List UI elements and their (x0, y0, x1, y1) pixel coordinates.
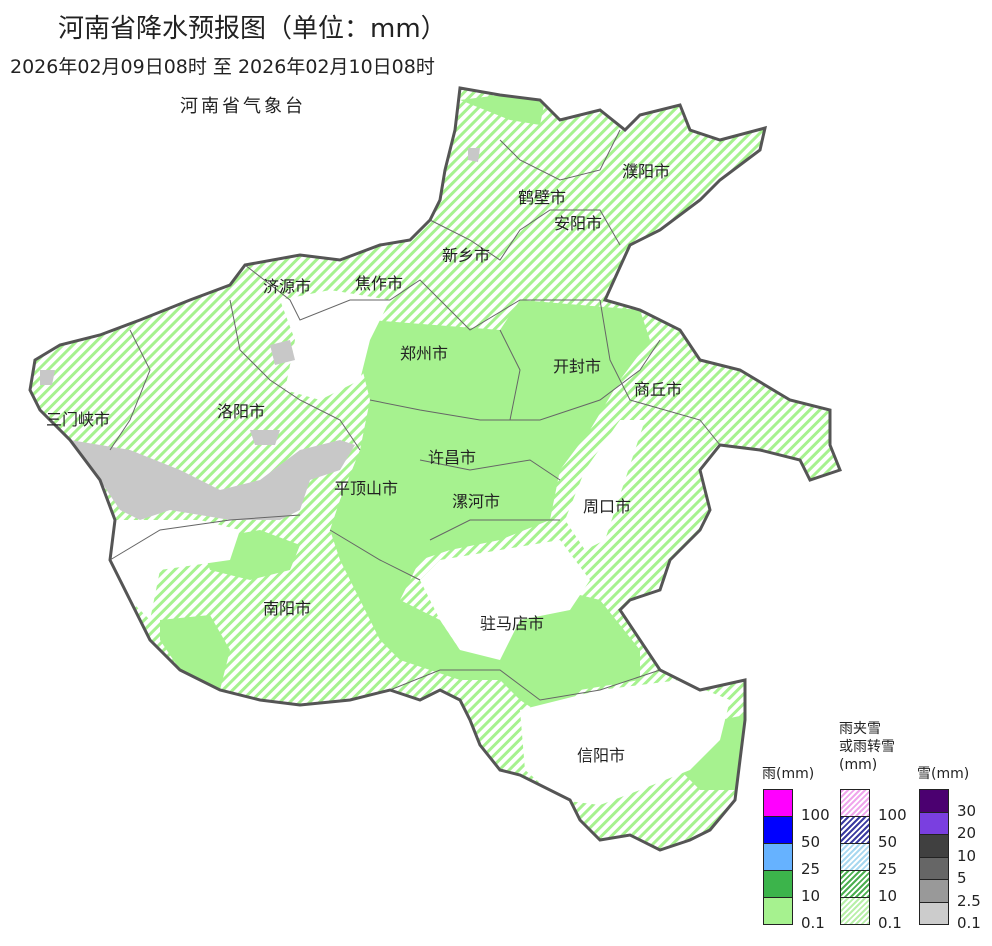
snow-light-area (70, 440, 355, 520)
rain-legend-label: 25 (801, 860, 821, 878)
rain-legend-swatch (763, 789, 793, 817)
no-rain-area (565, 420, 645, 550)
rain-light-area (460, 95, 545, 125)
city-label: 驻马店市 (480, 614, 545, 633)
map-title: 河南省降水预报图（单位：mm） (58, 14, 447, 44)
city-label: 郑州市 (400, 344, 449, 363)
no-rain-area (420, 540, 590, 660)
rain-legend-swatch (763, 816, 793, 844)
agency-name: 河南省气象台 (180, 96, 306, 117)
forecast-period: 2026年02月09日08时 至 2026年02月10日08时 (10, 56, 435, 78)
snow-legend-swatch (919, 789, 949, 813)
city-label: 新乡市 (442, 246, 491, 265)
rain-legend-label: 10 (801, 887, 821, 905)
rain-legend-title: 雨(mm) (762, 766, 815, 782)
rain-light-area (330, 300, 650, 720)
city-label: 平顶山市 (334, 479, 399, 498)
mix-title-line: (mm) (839, 757, 878, 773)
mix-legend-swatch (840, 843, 870, 871)
mix-legend-swatch (840, 870, 870, 898)
snow-legend-swatch (919, 879, 949, 903)
mix-legend-label: 0.1 (878, 914, 902, 932)
city-label: 商丘市 (634, 380, 683, 399)
mix-legend-label: 10 (878, 887, 898, 905)
city-boundaries (109, 129, 721, 701)
rain-legend-swatch (763, 843, 793, 871)
city-label: 三门峡市 (46, 410, 111, 429)
snow-legend-swatch (919, 901, 949, 925)
city-label: 漯河市 (452, 492, 501, 511)
mix-legend-swatch (840, 789, 870, 817)
city-label: 南阳市 (263, 599, 312, 618)
rain-legend-label: 100 (801, 806, 830, 824)
snow-legend-label: 30 (957, 801, 977, 820)
city-label: 开封市 (553, 357, 602, 376)
snow-legend-label: 20 (957, 824, 977, 842)
mix-title-line: 雨夹雪 (839, 721, 881, 737)
city-label: 洛阳市 (217, 402, 266, 421)
mix-legend-title: 雨夹雪 或雨转雪 (mm) (839, 720, 895, 774)
city-label: 许昌市 (428, 448, 477, 467)
rain-light-area (160, 615, 230, 690)
city-label: 濮阳市 (622, 162, 671, 181)
city-label: 安阳市 (554, 214, 603, 233)
snow-legend-label: 5 (957, 869, 967, 887)
rain-legend-label: 50 (801, 833, 821, 851)
snow-legend-label: 2.5 (957, 891, 981, 910)
snow-legend-swatch (919, 811, 949, 835)
snow-legend-label: 10 (957, 846, 977, 865)
rain-legend-swatch (763, 897, 793, 925)
rain-legend-swatch (763, 870, 793, 898)
mix-legend-swatch (840, 897, 870, 925)
city-label: 济源市 (263, 277, 312, 296)
no-rain-area (520, 680, 730, 805)
city-label: 信阳市 (577, 746, 626, 765)
city-label: 鹤壁市 (518, 188, 567, 207)
snow-legend-swatch (919, 834, 949, 858)
city-label: 焦作市 (355, 274, 404, 293)
rain-light-area (680, 715, 745, 790)
mix-legend-swatch (840, 816, 870, 844)
rain-legend-label: 0.1 (801, 914, 825, 932)
city-label: 周口市 (583, 497, 632, 516)
snow-legend-title: 雪(mm) (917, 766, 970, 782)
snow-legend-swatch (919, 856, 949, 880)
mix-legend-label: 100 (878, 806, 907, 824)
mix-legend-label: 50 (878, 833, 898, 851)
mix-legend-label: 25 (878, 860, 898, 878)
snow-legend-label: 0.1 (957, 914, 981, 932)
mix-title-line: 或雨转雪 (839, 739, 895, 755)
